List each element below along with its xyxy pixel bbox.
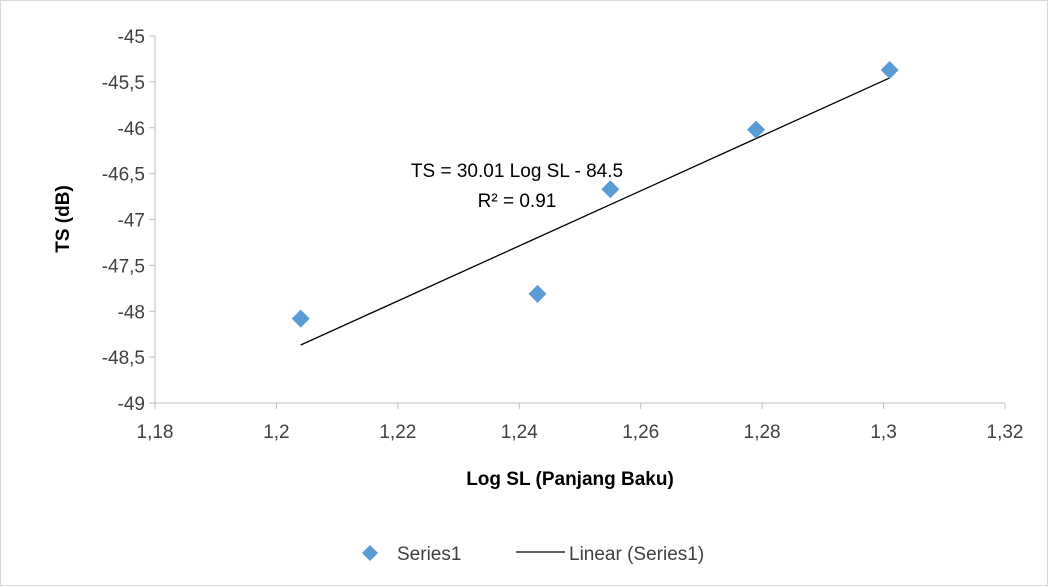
data-point — [880, 60, 899, 79]
y-tick-label: -45 — [118, 27, 145, 48]
x-axis-title: Log SL (Panjang Baku) — [466, 469, 674, 490]
x-tick-label: 1,26 — [622, 422, 659, 443]
x-tick-label: 1,32 — [987, 422, 1024, 443]
trend-equation: TS = 30.01 Log SL - 84.5 — [411, 161, 623, 182]
y-tick-label: -48,5 — [102, 348, 145, 369]
y-tick-label: -47 — [118, 211, 145, 232]
legend-series1-marker — [362, 545, 378, 561]
data-point — [528, 284, 547, 303]
legend-trendline-label: Linear (Series1) — [569, 544, 704, 565]
x-axis: 1,18 1,2 1,22 1,24 1,26 1,28 1,3 1,32 — [137, 402, 1024, 443]
legend: Series1 Linear (Series1) — [362, 544, 704, 565]
trendline — [300, 77, 890, 346]
x-tick-label: 1,24 — [501, 422, 538, 443]
x-tick-label: 1,2 — [263, 422, 289, 443]
y-tick-label: -47,5 — [102, 256, 145, 277]
y-tick-label: -49 — [118, 394, 145, 415]
data-point — [291, 309, 310, 328]
x-tick-label: 1,28 — [744, 422, 781, 443]
y-axis-title: TS (dB) — [53, 185, 74, 253]
y-tick-label: -46 — [118, 119, 145, 140]
y-tick-label: -46,5 — [102, 165, 145, 186]
x-tick-label: 1,18 — [137, 422, 174, 443]
legend-series1-label: Series1 — [397, 544, 461, 565]
trendline-group — [300, 77, 890, 346]
y-tick-label: -48 — [118, 302, 145, 323]
scatter-points — [291, 60, 899, 328]
x-tick-label: 1,22 — [379, 422, 416, 443]
x-tick-label: 1,3 — [870, 422, 896, 443]
data-point — [601, 180, 620, 199]
data-point — [747, 120, 766, 139]
r-squared-label: R² = 0.91 — [478, 191, 557, 212]
y-axis: -45 -45,5 -46 -46,5 -47 -47,5 -48 -48,5 -49 — [102, 27, 156, 415]
y-tick-label: -45,5 — [102, 73, 145, 94]
